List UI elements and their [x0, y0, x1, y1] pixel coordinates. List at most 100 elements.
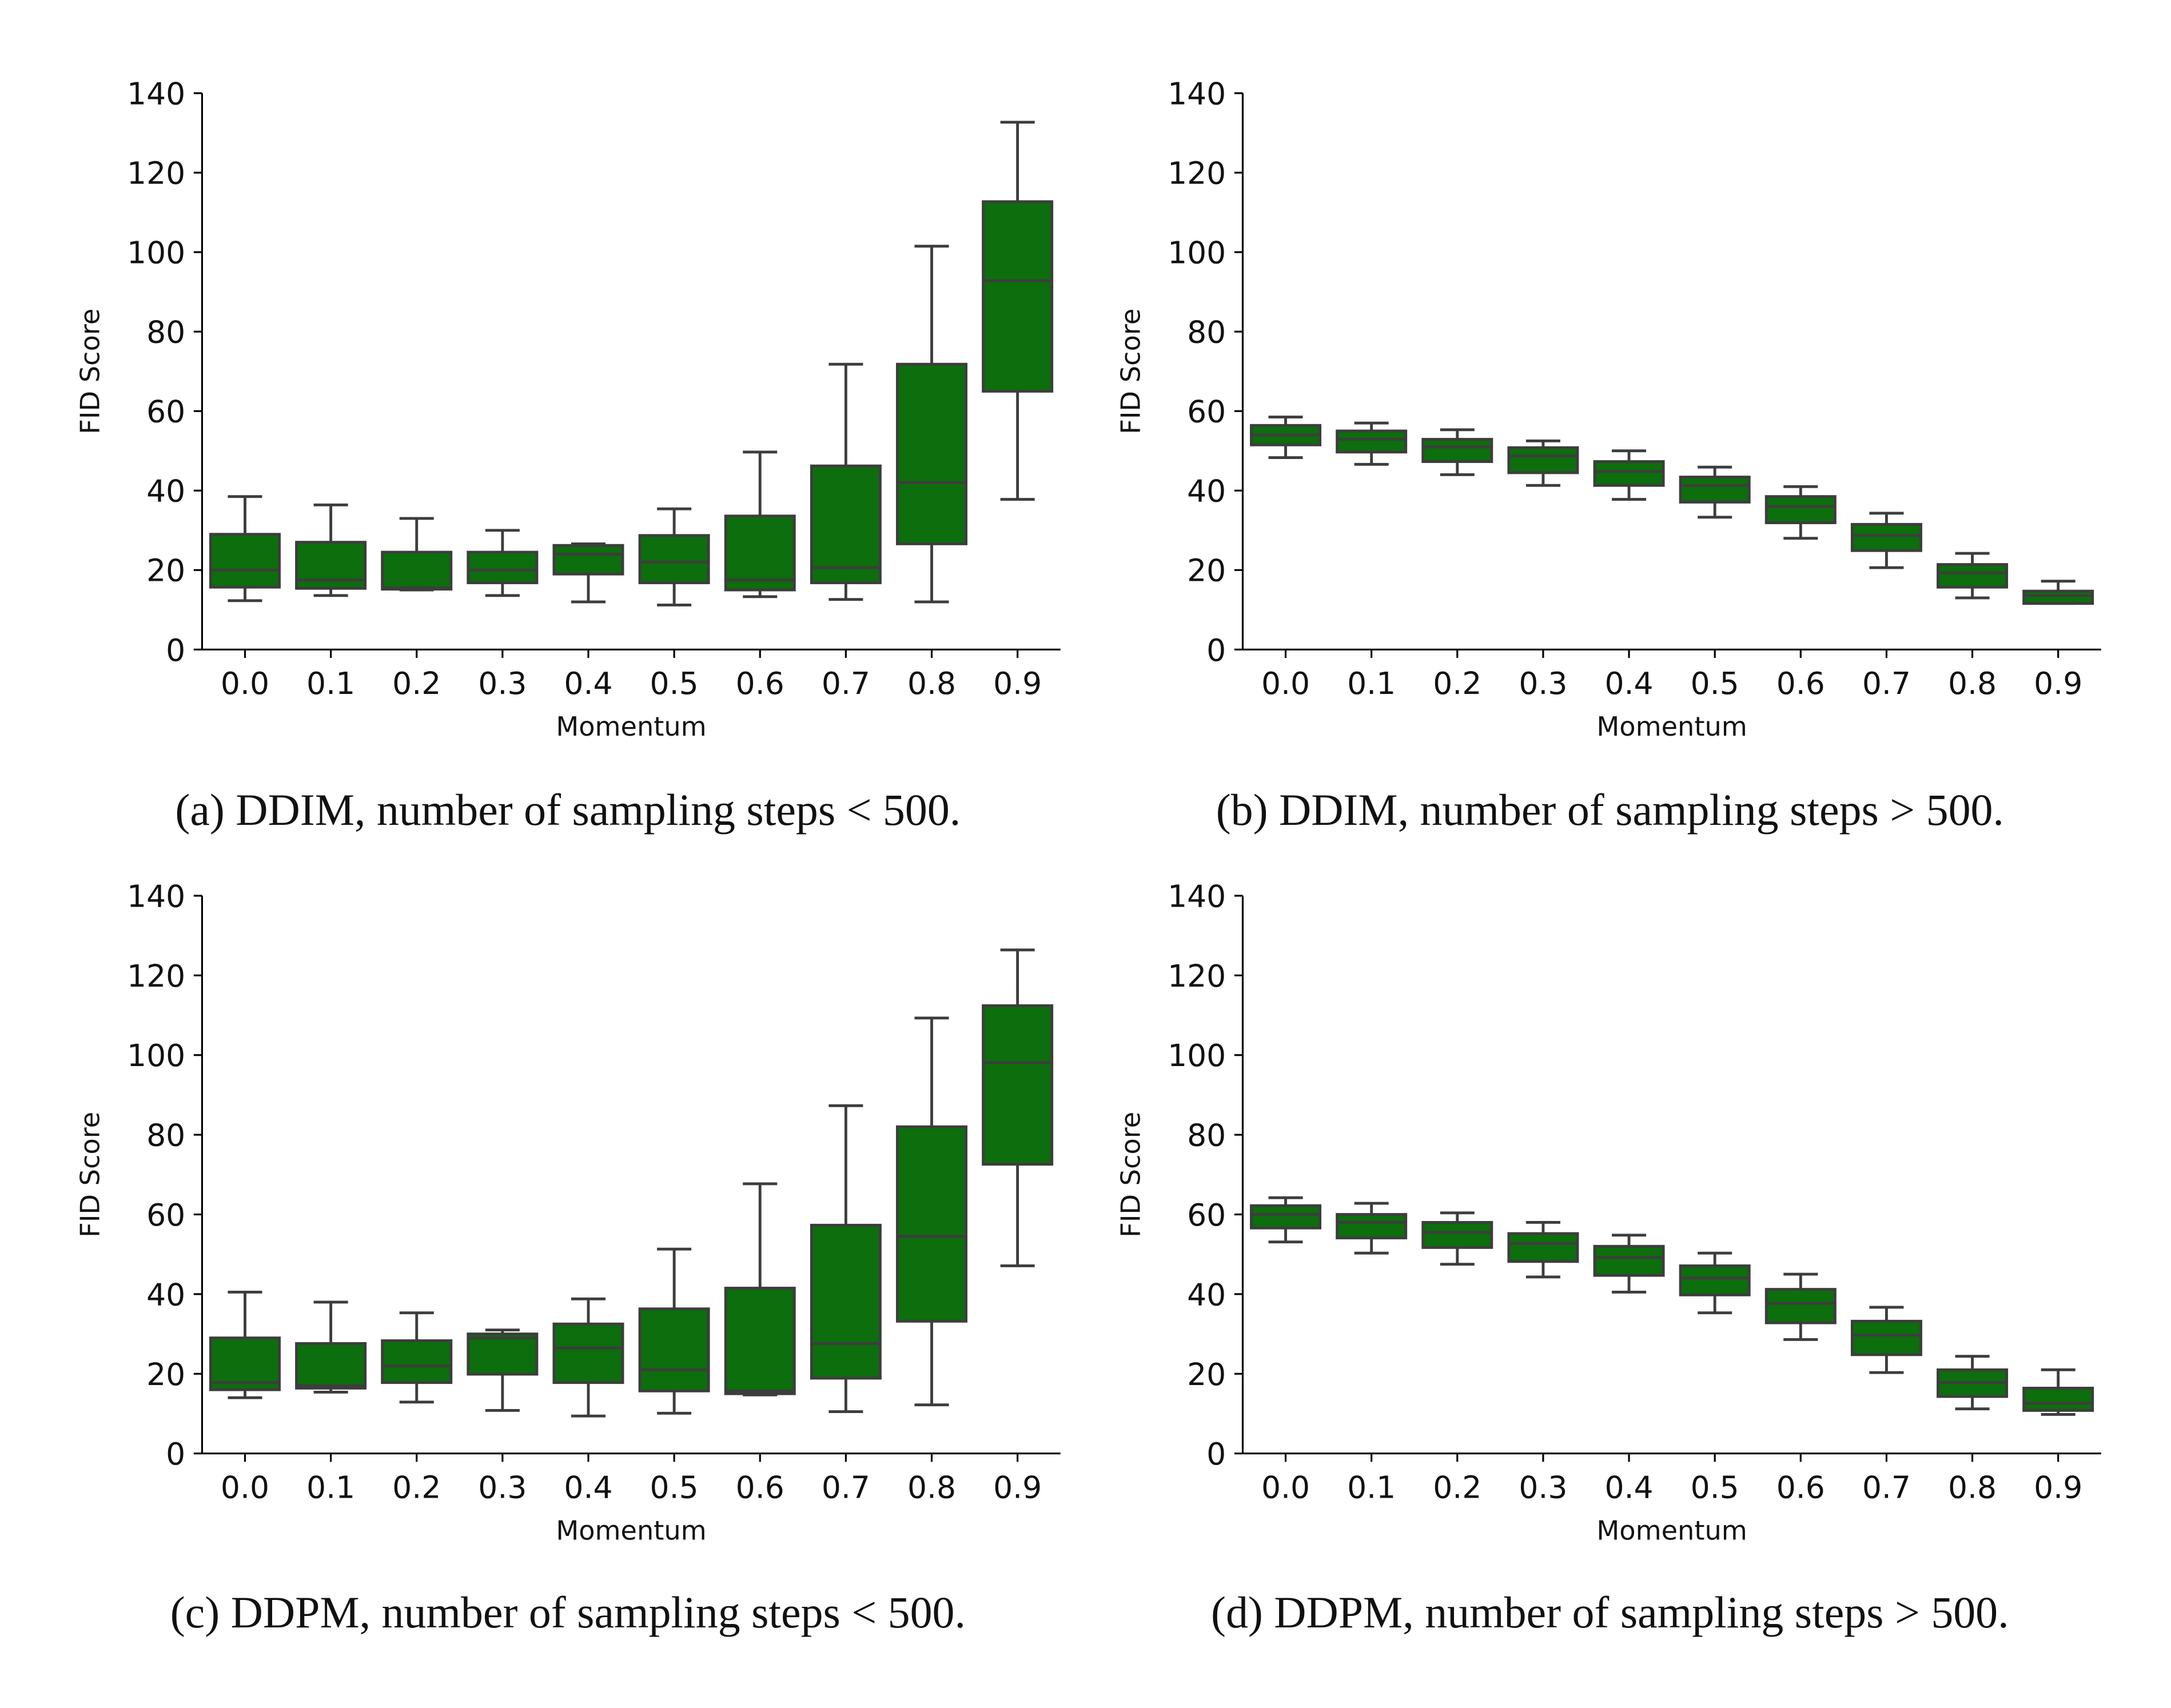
y-tick-label: 0	[166, 632, 185, 668]
x-tick-label: 0.3	[1519, 665, 1567, 701]
box-0.0	[1250, 416, 1322, 459]
iqr-box	[381, 1339, 453, 1384]
iqr-box	[2022, 1386, 2094, 1412]
iqr-box	[209, 1336, 281, 1391]
iqr-box	[1421, 438, 1493, 463]
box-0.7	[810, 362, 882, 601]
iqr-box	[1421, 1221, 1493, 1249]
box-0.6	[724, 450, 796, 598]
box-0.3	[1507, 1221, 1579, 1279]
y-tick-label: 40	[146, 473, 185, 509]
box-0.7	[1850, 1306, 1922, 1374]
y-tick-label: 120	[1168, 958, 1226, 994]
iqr-box	[1679, 1264, 1751, 1296]
y-axis-label: FID Score	[1115, 309, 1146, 434]
iqr-box	[1764, 495, 1837, 524]
iqr-box	[1250, 1204, 1322, 1230]
box-0.3	[467, 1328, 539, 1412]
iqr-box	[1850, 1319, 1922, 1356]
y-tick-label: 40	[1187, 1276, 1226, 1312]
box-0.5	[638, 1247, 710, 1415]
x-axis-label: Momentum	[1596, 711, 1747, 742]
x-tick-label: 0.7	[822, 1470, 870, 1506]
y-tick-label: 40	[1187, 473, 1226, 509]
box-0.8	[896, 245, 967, 604]
box-0.5	[1679, 465, 1751, 519]
box-0.7	[810, 1104, 882, 1413]
x-tick-label: 0.1	[1347, 1470, 1396, 1506]
box-0.1	[1336, 421, 1408, 466]
x-tick-label: 0.3	[1519, 1470, 1567, 1506]
box-0.2	[381, 517, 453, 592]
iqr-box	[467, 550, 539, 584]
iqr-box	[209, 533, 281, 589]
x-axis-label: Momentum	[1596, 1515, 1747, 1546]
iqr-box	[295, 1342, 367, 1390]
x-tick-label: 0.0	[1261, 665, 1310, 701]
x-tick-label: 0.8	[1948, 665, 1997, 701]
iqr-box	[982, 200, 1054, 393]
box-0.9	[2022, 1368, 2094, 1416]
y-tick-label: 80	[146, 1118, 185, 1154]
iqr-box	[810, 1223, 882, 1380]
panel-a: 0 20 40 60 80 100 120 140 0.0 0.1 0.2 0.3 0.4 0.5 0.6 0…	[74, 75, 1061, 835]
x-axis-label: Momentum	[556, 1515, 706, 1546]
y-tick-label: 60	[146, 394, 185, 430]
subfigure-caption: (a) DDIM, number of sampling steps < 500…	[175, 785, 961, 835]
box-0.8	[896, 1016, 967, 1407]
box-0.1	[295, 1300, 367, 1394]
y-tick-label: 80	[1187, 314, 1226, 350]
iqr-box	[982, 1004, 1054, 1166]
box-0.6	[1764, 485, 1837, 540]
x-tick-label: 0.6	[1776, 1470, 1825, 1506]
iqr-box	[896, 362, 967, 545]
box-0.6	[724, 1182, 796, 1396]
iqr-box	[1507, 446, 1579, 474]
box-0.5	[1679, 1251, 1751, 1315]
x-tick-label: 0.1	[306, 1470, 355, 1506]
box-0.1	[295, 503, 367, 597]
x-tick-label: 0.9	[2034, 1470, 2082, 1506]
iqr-box	[552, 544, 624, 576]
iqr-box	[1850, 522, 1922, 552]
iqr-box	[1764, 1288, 1837, 1324]
y-tick-label: 20	[1187, 1356, 1226, 1392]
x-tick-label: 0.0	[221, 665, 269, 701]
iqr-box	[1336, 429, 1408, 454]
box-0.9	[982, 948, 1054, 1267]
box-0.2	[381, 1311, 453, 1404]
x-tick-label: 0.3	[478, 665, 527, 701]
x-tick-label: 0.9	[993, 1470, 1042, 1506]
iqr-box	[1336, 1213, 1408, 1240]
box-0.1	[1336, 1202, 1408, 1255]
y-tick-label: 100	[127, 235, 185, 271]
box-0.8	[1937, 552, 2009, 600]
x-tick-label: 0.4	[1604, 1470, 1653, 1506]
x-axis-label: Momentum	[556, 711, 706, 742]
y-tick-label: 100	[127, 1037, 185, 1074]
x-tick-label: 0.2	[1433, 665, 1481, 701]
y-tick-label: 60	[1187, 1197, 1226, 1233]
y-tick-label: 0	[1206, 1436, 1226, 1472]
x-tick-label: 0.0	[1261, 1470, 1310, 1506]
iqr-box	[724, 514, 796, 592]
iqr-box	[1507, 1232, 1579, 1263]
y-tick-label: 80	[1187, 1118, 1226, 1154]
iqr-box	[896, 1125, 967, 1323]
x-tick-label: 0.6	[736, 665, 784, 701]
iqr-box	[810, 464, 882, 584]
x-tick-label: 0.8	[1948, 1470, 1997, 1506]
subfigure-caption: (c) DDPM, number of sampling steps < 500…	[170, 1588, 966, 1637]
iqr-box	[2022, 589, 2094, 605]
box-0.5	[638, 507, 710, 606]
iqr-box	[638, 534, 710, 584]
panel-c: 0 20 40 60 80 100 120 140 0.0 0.1 0.2 0.3 0.4 0.5 0.6 0…	[74, 878, 1061, 1637]
y-tick-label: 140	[127, 75, 185, 111]
box-0.0	[1250, 1196, 1322, 1244]
x-tick-label: 0.4	[564, 1470, 612, 1506]
x-tick-label: 0.1	[306, 665, 355, 701]
y-tick-label: 120	[127, 155, 185, 191]
x-tick-label: 0.5	[650, 1470, 699, 1506]
box-0.4	[1593, 1234, 1665, 1294]
